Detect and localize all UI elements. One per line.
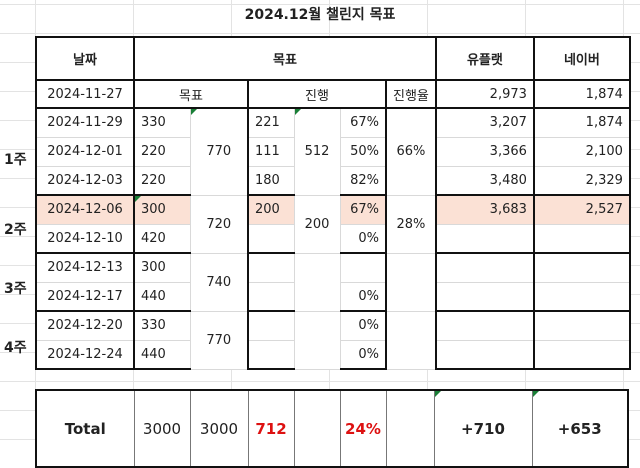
cell-pct[interactable]: 67%: [339, 107, 387, 138]
cell-date[interactable]: 2024-11-29: [35, 107, 135, 138]
challenge-table: 날짜 목표 유플랫 네이버 2024-11-27 목표 진행 진행율 2,973…: [35, 36, 631, 370]
sheet-title: 2024.12월 챌린지 목표: [244, 7, 396, 23]
cell-goal[interactable]: 440: [133, 339, 191, 370]
subheader-progress[interactable]: 진행: [247, 79, 387, 109]
cell-week-progress[interactable]: [293, 252, 341, 312]
total-uplat[interactable]: +710: [433, 389, 533, 468]
cell-uplat[interactable]: 3,207: [435, 107, 535, 138]
cell-week-rate[interactable]: 28%: [385, 194, 437, 254]
cell-date[interactable]: 2024-12-03: [35, 165, 135, 196]
week-label-1: 1주: [4, 152, 27, 168]
cell-naver[interactable]: 2,527: [533, 194, 631, 225]
cell-progress[interactable]: 200: [247, 194, 295, 225]
cell-naver-start[interactable]: 1,874: [533, 79, 631, 109]
cell-date[interactable]: 2024-12-06: [35, 194, 135, 225]
cell-naver[interactable]: 2,329: [533, 165, 631, 196]
cell-uplat[interactable]: 3,366: [435, 136, 535, 167]
cell-progress[interactable]: [247, 281, 295, 312]
cell-goal[interactable]: 300: [133, 252, 191, 283]
total-progress[interactable]: 712: [247, 389, 295, 468]
cell-uplat[interactable]: [435, 339, 535, 370]
cell-pct[interactable]: 67%: [339, 194, 387, 225]
cell-pct[interactable]: 50%: [339, 136, 387, 167]
cell-week-goal[interactable]: 770: [189, 310, 249, 370]
cell-progress[interactable]: [247, 339, 295, 370]
cell-goal[interactable]: 330: [133, 107, 191, 138]
cell-naver[interactable]: [533, 339, 631, 370]
cell-goal[interactable]: 300: [133, 194, 191, 225]
week-label-3: 3주: [4, 281, 27, 297]
cell-naver[interactable]: [533, 252, 631, 283]
cell-pct[interactable]: 0%: [339, 223, 387, 254]
cell-naver[interactable]: 2,100: [533, 136, 631, 167]
cell-pct[interactable]: 0%: [339, 310, 387, 341]
cell-uplat[interactable]: [435, 281, 535, 312]
cell-week-rate[interactable]: 66%: [385, 107, 437, 196]
cell-naver[interactable]: 1,874: [533, 107, 631, 138]
cell-start-date[interactable]: 2024-11-27: [35, 79, 135, 109]
total-empty-cell[interactable]: [385, 389, 435, 468]
cell-pct[interactable]: 82%: [339, 165, 387, 196]
cell-pct[interactable]: 0%: [339, 339, 387, 370]
cell-uplat[interactable]: [435, 252, 535, 283]
cell-progress[interactable]: 221: [247, 107, 295, 138]
cell-goal[interactable]: 440: [133, 281, 191, 312]
header-goal[interactable]: 목표: [133, 36, 437, 81]
week-label-4: 4주: [4, 340, 27, 356]
total-naver[interactable]: +653: [531, 389, 629, 468]
cell-week-progress[interactable]: 512: [293, 107, 341, 196]
cell-goal[interactable]: 420: [133, 223, 191, 254]
cell-week-goal[interactable]: 720: [189, 194, 249, 254]
cell-progress[interactable]: 111: [247, 136, 295, 167]
cell-pct[interactable]: 0%: [339, 281, 387, 312]
subheader-rate[interactable]: 진행율: [385, 79, 437, 109]
cell-week-progress[interactable]: 200: [293, 194, 341, 254]
cell-progress[interactable]: 180: [247, 165, 295, 196]
cell-naver[interactable]: [533, 281, 631, 312]
cell-date[interactable]: 2024-12-10: [35, 223, 135, 254]
total-goal-a[interactable]: 3000: [133, 389, 191, 468]
week-label-2: 2주: [4, 222, 27, 238]
total-goal-b[interactable]: 3000: [189, 389, 249, 468]
cell-week-rate[interactable]: [385, 252, 437, 312]
cell-date[interactable]: 2024-12-01: [35, 136, 135, 167]
total-table: Total 3000 3000 712 24% +710 +653: [35, 389, 629, 468]
header-date[interactable]: 날짜: [35, 36, 135, 81]
cell-uplat-start[interactable]: 2,973: [435, 79, 535, 109]
cell-naver[interactable]: [533, 310, 631, 341]
subheader-goal[interactable]: 목표: [133, 79, 249, 109]
total-empty-cell[interactable]: [293, 389, 341, 468]
cell-progress[interactable]: [247, 252, 295, 283]
cell-date[interactable]: 2024-12-17: [35, 281, 135, 312]
cell-pct[interactable]: [339, 252, 387, 283]
cell-naver[interactable]: [533, 223, 631, 254]
cell-date[interactable]: 2024-12-13: [35, 252, 135, 283]
cell-goal[interactable]: 330: [133, 310, 191, 341]
cell-week-rate[interactable]: [385, 310, 437, 370]
cell-week-goal[interactable]: 770: [189, 107, 249, 196]
cell-progress[interactable]: [247, 223, 295, 254]
cell-goal[interactable]: 220: [133, 136, 191, 167]
header-uplat[interactable]: 유플랫: [435, 36, 535, 81]
cell-week-goal[interactable]: 740: [189, 252, 249, 312]
cell-uplat[interactable]: [435, 223, 535, 254]
total-label[interactable]: Total: [35, 389, 135, 468]
cell-week-progress[interactable]: [293, 310, 341, 370]
cell-date[interactable]: 2024-12-20: [35, 310, 135, 341]
cell-date[interactable]: 2024-12-24: [35, 339, 135, 370]
cell-goal[interactable]: 220: [133, 165, 191, 196]
cell-progress[interactable]: [247, 310, 295, 341]
cell-uplat[interactable]: 3,480: [435, 165, 535, 196]
total-pct[interactable]: 24%: [339, 389, 387, 468]
cell-uplat[interactable]: [435, 310, 535, 341]
header-naver[interactable]: 네이버: [533, 36, 631, 81]
cell-uplat[interactable]: 3,683: [435, 194, 535, 225]
